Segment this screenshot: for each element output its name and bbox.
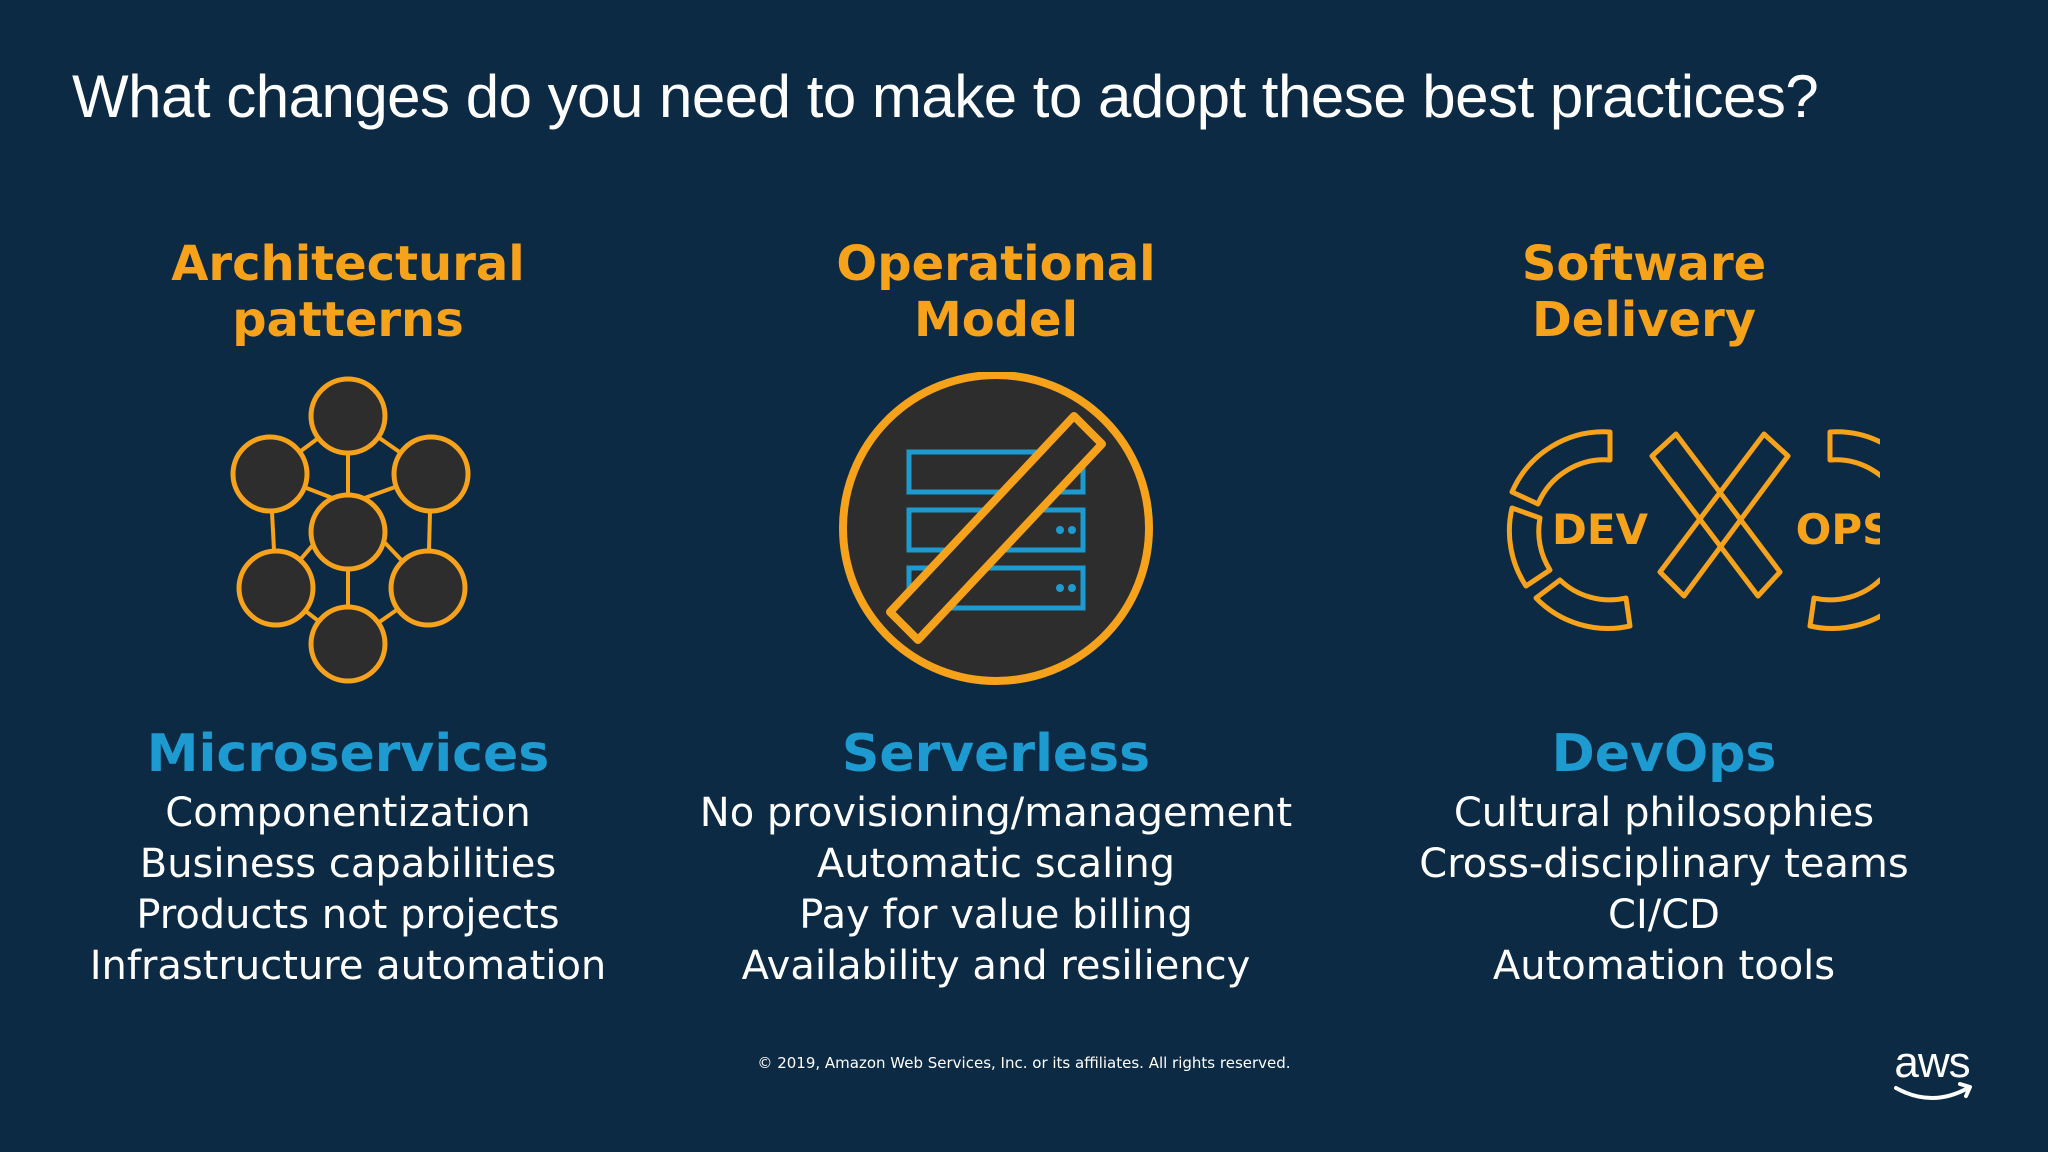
concept-items: No provisioning/management Automatic sca… bbox=[656, 788, 1336, 992]
devops-infinity-icon: DEV OPS bbox=[1506, 429, 1880, 631]
icon-label-dev: DEV bbox=[1552, 505, 1649, 554]
list-item: Pay for value billing bbox=[799, 892, 1193, 938]
microservices-network-icon bbox=[230, 376, 471, 684]
list-item: Automation tools bbox=[1492, 943, 1836, 989]
list-item: No provisioning/management bbox=[699, 790, 1293, 836]
list-item: Business capabilities bbox=[139, 841, 557, 887]
heading-line: Operational bbox=[836, 236, 1156, 292]
copyright-footer: © 2019, Amazon Web Services, Inc. or its… bbox=[757, 1054, 1291, 1072]
concept-items: Componentization Business capabilities P… bbox=[8, 788, 688, 992]
heading-line: patterns bbox=[232, 292, 464, 348]
aws-logo: aws bbox=[1882, 1038, 1982, 1108]
slide-title: What changes do you need to make to adop… bbox=[72, 63, 1819, 130]
list-item: Cultural philosophies bbox=[1453, 790, 1875, 836]
list-item: Infrastructure automation bbox=[89, 943, 607, 989]
concept-items: Cultural philosophies Cross-disciplinary… bbox=[1324, 788, 2004, 992]
list-item: Componentization bbox=[165, 790, 531, 836]
heading-line: Architectural bbox=[171, 236, 525, 292]
heading-line: Software bbox=[1521, 236, 1767, 292]
list-item: Automatic scaling bbox=[816, 841, 1176, 887]
concept-title: DevOps bbox=[1551, 724, 1777, 784]
icon-label-ops: OPS bbox=[1796, 505, 1880, 554]
list-item: CI/CD bbox=[1608, 892, 1720, 938]
list-item: Products not projects bbox=[136, 892, 560, 938]
column-heading: Software Delivery bbox=[1304, 236, 1984, 348]
concept-title: Microservices bbox=[146, 724, 550, 784]
heading-line: Delivery bbox=[1531, 292, 1757, 348]
no-servers-icon bbox=[839, 372, 1153, 685]
column-heading: Operational Model bbox=[656, 236, 1336, 348]
heading-line: Model bbox=[913, 292, 1079, 348]
aws-logo-text: aws bbox=[1894, 1038, 1970, 1087]
aws-smile-icon bbox=[1894, 1082, 1972, 1100]
list-item: Availability and resiliency bbox=[741, 943, 1251, 989]
column-heading: Architectural patterns bbox=[8, 236, 688, 348]
list-item: Cross-disciplinary teams bbox=[1419, 841, 1909, 887]
concept-title: Serverless bbox=[841, 724, 1151, 784]
